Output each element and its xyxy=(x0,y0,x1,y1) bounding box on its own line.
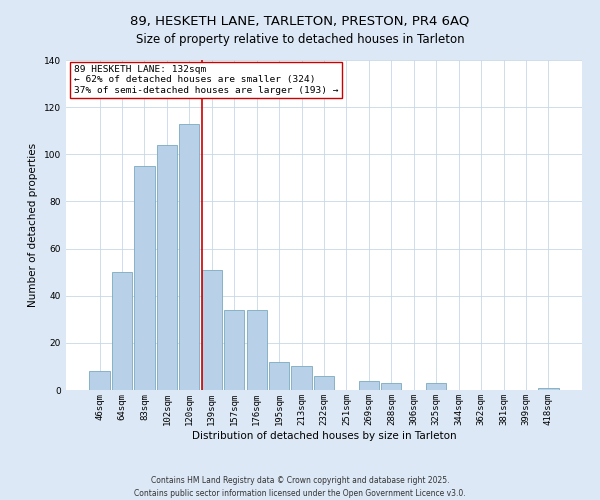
Bar xyxy=(112,272,132,390)
Bar xyxy=(202,270,222,390)
Bar xyxy=(89,371,110,390)
Bar xyxy=(157,145,177,390)
X-axis label: Distribution of detached houses by size in Tarleton: Distribution of detached houses by size … xyxy=(191,430,457,440)
Bar xyxy=(314,376,334,390)
Text: 89 HESKETH LANE: 132sqm
← 62% of detached houses are smaller (324)
37% of semi-d: 89 HESKETH LANE: 132sqm ← 62% of detache… xyxy=(74,65,338,95)
Text: Size of property relative to detached houses in Tarleton: Size of property relative to detached ho… xyxy=(136,32,464,46)
Bar xyxy=(381,383,401,390)
Y-axis label: Number of detached properties: Number of detached properties xyxy=(28,143,38,307)
Bar xyxy=(359,380,379,390)
Bar xyxy=(269,362,289,390)
Text: Contains HM Land Registry data © Crown copyright and database right 2025.
Contai: Contains HM Land Registry data © Crown c… xyxy=(134,476,466,498)
Bar xyxy=(538,388,559,390)
Text: 89, HESKETH LANE, TARLETON, PRESTON, PR4 6AQ: 89, HESKETH LANE, TARLETON, PRESTON, PR4… xyxy=(130,15,470,28)
Bar xyxy=(247,310,267,390)
Bar xyxy=(179,124,199,390)
Bar xyxy=(134,166,155,390)
Bar xyxy=(426,383,446,390)
Bar xyxy=(224,310,244,390)
Bar xyxy=(292,366,311,390)
